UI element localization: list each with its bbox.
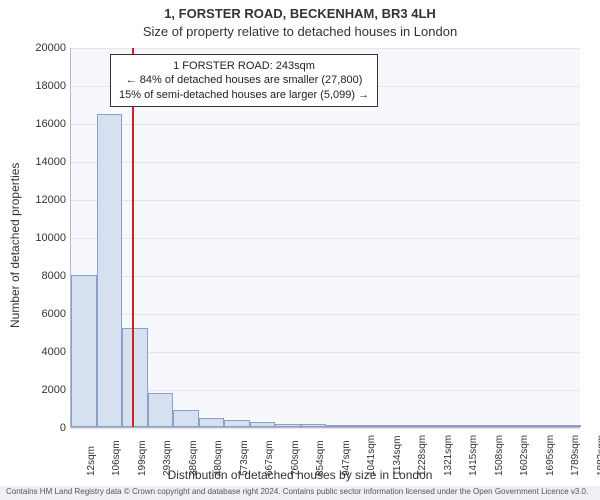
histogram-bar [352, 425, 378, 427]
y-tick-label: 4000 [16, 346, 66, 358]
histogram-bar [326, 425, 352, 427]
histogram-bar [556, 425, 582, 427]
x-tick-label: 854sqm [315, 440, 326, 476]
gridline [71, 162, 580, 163]
gridline [71, 238, 580, 239]
y-tick-label: 6000 [16, 308, 66, 320]
chart-container: 1, FORSTER ROAD, BECKENHAM, BR3 4LH Size… [0, 0, 600, 500]
histogram-bar [377, 425, 403, 427]
y-tick-label: 2000 [16, 384, 66, 396]
histogram-bar [250, 422, 276, 427]
footnote: Contains HM Land Registry data © Crown c… [0, 486, 600, 500]
x-tick-label: 1695sqm [545, 435, 556, 476]
histogram-bar [71, 275, 97, 427]
x-tick-label: 12sqm [86, 446, 97, 476]
histogram-bar [428, 425, 454, 427]
annotation-box: 1 FORSTER ROAD: 243sqm ← 84% of detached… [110, 54, 378, 107]
y-tick-label: 12000 [16, 194, 66, 206]
x-tick-label: 667sqm [264, 440, 275, 476]
y-tick-label: 18000 [16, 80, 66, 92]
histogram-bar [224, 420, 250, 427]
chart-title: 1, FORSTER ROAD, BECKENHAM, BR3 4LH [0, 6, 600, 21]
histogram-bar [530, 425, 556, 427]
x-tick-label: 1134sqm [392, 436, 403, 476]
x-tick-label: 386sqm [188, 440, 199, 476]
annotation-line-1: 1 FORSTER ROAD: 243sqm [119, 59, 369, 73]
annotation-line-3: 15% of semi-detached houses are larger (… [119, 88, 369, 102]
x-tick-label: 573sqm [239, 440, 250, 476]
histogram-bar [148, 393, 174, 427]
x-tick-label: 1415sqm [468, 435, 479, 476]
x-tick-label: 199sqm [137, 440, 148, 476]
gridline [71, 314, 580, 315]
y-tick-label: 16000 [16, 118, 66, 130]
x-tick-label: 1789sqm [570, 435, 581, 476]
gridline [71, 124, 580, 125]
histogram-bar [199, 418, 225, 428]
y-axis-title: Number of detached properties [8, 163, 22, 328]
histogram-bar [173, 410, 199, 427]
x-tick-label: 760sqm [290, 440, 301, 476]
histogram-bar [403, 425, 429, 427]
x-tick-label: 480sqm [213, 440, 224, 476]
histogram-bar [301, 424, 327, 427]
y-tick-label: 20000 [16, 42, 66, 54]
x-tick-label: 1228sqm [417, 435, 428, 476]
x-tick-label: 1882sqm [596, 435, 600, 476]
chart-subtitle: Size of property relative to detached ho… [0, 24, 600, 39]
annotation-line-2: ← 84% of detached houses are smaller (27… [119, 73, 369, 87]
y-tick-label: 8000 [16, 270, 66, 282]
histogram-bar [479, 425, 505, 427]
y-tick-label: 10000 [16, 232, 66, 244]
x-tick-label: 1602sqm [519, 435, 530, 476]
gridline [71, 428, 580, 429]
y-tick-label: 0 [16, 422, 66, 434]
histogram-bar [505, 425, 531, 427]
histogram-bar [454, 425, 480, 427]
gridline [71, 48, 580, 49]
y-tick-label: 14000 [16, 156, 66, 168]
x-tick-label: 1041sqm [366, 435, 377, 476]
gridline [71, 276, 580, 277]
x-tick-label: 106sqm [111, 440, 122, 476]
histogram-bar [97, 114, 123, 428]
histogram-bar [275, 424, 301, 427]
x-tick-label: 1508sqm [494, 435, 505, 476]
x-tick-label: 947sqm [341, 440, 352, 476]
gridline [71, 200, 580, 201]
x-tick-label: 1321sqm [443, 435, 454, 476]
x-tick-label: 293sqm [162, 440, 173, 476]
histogram-bar [122, 328, 148, 427]
